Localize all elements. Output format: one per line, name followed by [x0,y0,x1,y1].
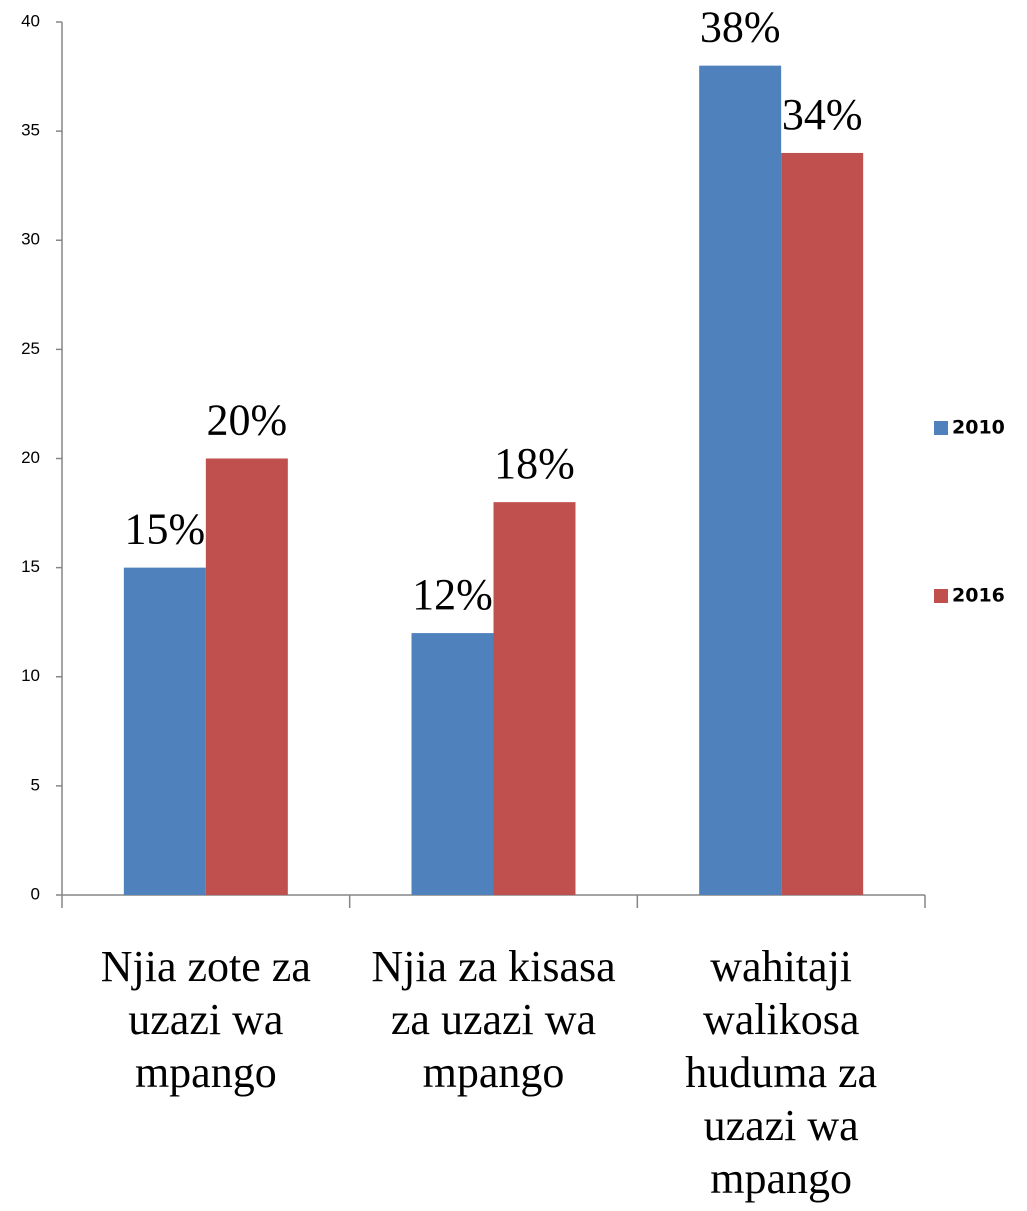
data-label: 12% [412,570,493,619]
x-tick-label: Njia zote za uzazi wa mpango [100,942,311,1097]
data-label: 15% [125,505,206,554]
y-tick-label: 0 [31,884,40,903]
legend-label: 2016 [952,585,1005,607]
bar [493,502,576,895]
x-tick-label: wahitaji walikosa huduma za uzazi wa mpa… [685,942,878,1203]
y-tick-label: 40 [21,11,40,30]
y-tick-label: 20 [21,448,40,467]
bar [781,152,864,895]
data-label: 18% [494,439,575,488]
legend-label: 2010 [952,417,1005,439]
legend-swatch [934,589,948,603]
x-tick-label: Njia za kisasa za uzazi wa mpango [371,942,616,1097]
y-tick-label: 25 [21,339,40,358]
bar [411,633,494,895]
data-label: 38% [700,3,781,52]
y-tick-label: 15 [21,557,40,576]
bar [123,567,206,895]
y-tick-label: 5 [31,775,40,794]
bar [699,65,782,895]
y-tick-label: 35 [21,121,40,140]
y-tick-label: 30 [21,230,40,249]
data-label: 34% [782,90,863,139]
legend-swatch [934,421,948,435]
bar [205,458,288,895]
data-label: 20% [207,396,288,445]
y-tick-label: 10 [21,666,40,685]
